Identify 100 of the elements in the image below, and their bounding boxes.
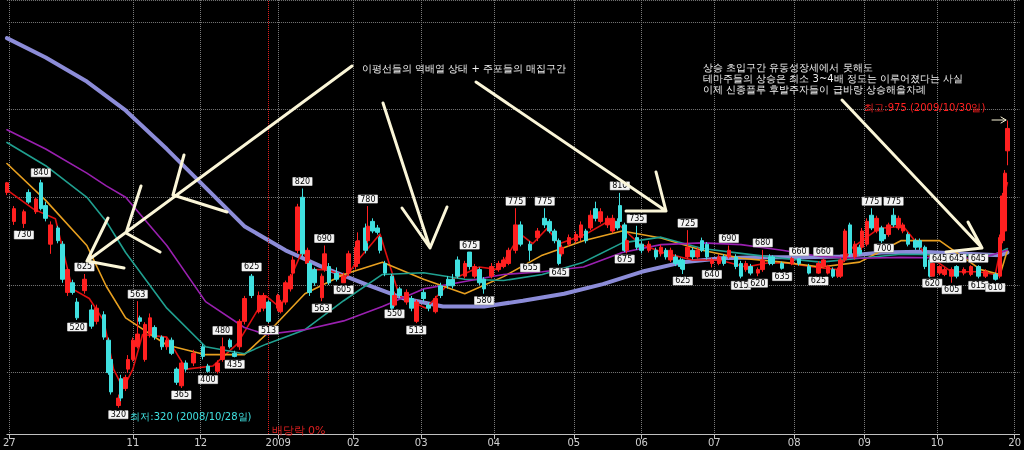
annotation: 최저:320 (2008/10/28일) xyxy=(130,411,252,423)
candlestick xyxy=(378,235,382,254)
annotation: 820 xyxy=(294,177,311,187)
candlestick xyxy=(472,263,477,279)
candlestick xyxy=(535,227,540,242)
candlestick xyxy=(685,229,690,260)
candlestick xyxy=(433,295,438,314)
x-tick-label: 27 xyxy=(2,436,16,448)
candlestick xyxy=(228,337,232,350)
annotation: 700 xyxy=(876,243,892,253)
annotation: 625 xyxy=(810,276,827,286)
candlestick xyxy=(962,266,966,276)
annotation: 513 xyxy=(260,325,277,335)
candlestick xyxy=(215,359,220,374)
candlestick xyxy=(334,266,339,282)
x-tick-label: 08 xyxy=(787,436,801,448)
annotation: 775 xyxy=(864,196,880,206)
candlestick xyxy=(414,299,419,324)
annotation: 625 xyxy=(243,262,260,272)
candlestick xyxy=(727,244,731,260)
candlestick xyxy=(75,297,79,321)
annotation: 400 xyxy=(200,375,216,385)
candlestick xyxy=(300,188,305,257)
candlestick xyxy=(625,237,629,254)
candlestick xyxy=(969,264,973,277)
annotation: 이평선들의 역배열 상태 + 주포들의 매집구간 xyxy=(362,63,567,74)
x-tick-label: 07 xyxy=(707,436,721,448)
annotation: 435 xyxy=(227,359,243,369)
annotation: 615 xyxy=(733,280,749,290)
candlestick xyxy=(404,288,409,306)
annotation: 580 xyxy=(476,296,492,306)
candlestick xyxy=(179,359,184,389)
annotation: 상승 초입구간 유동성장세에서 못해도 테마주들의 상승은 최소 3~4배 정도는 이루어졌다는 사실 이제 신종플루 후발주자들이 급바랑 상승해올차례 xyxy=(703,62,964,95)
ref-line-label: 배당락 0% xyxy=(271,424,326,437)
annotation: 605 xyxy=(336,285,352,295)
candlestick xyxy=(60,240,65,284)
annotation: 563 xyxy=(314,303,330,313)
candlestick xyxy=(654,247,658,261)
candlestick xyxy=(748,263,753,276)
candlestick xyxy=(152,324,157,341)
annotation: 690 xyxy=(316,233,332,243)
candlestick xyxy=(664,247,668,261)
candlestick xyxy=(70,279,75,296)
candlestick xyxy=(518,220,523,247)
candlestick xyxy=(891,207,896,228)
candlestick xyxy=(831,266,835,279)
annotation: 675 xyxy=(617,254,633,264)
candlestick xyxy=(169,337,174,356)
annotation: 625 xyxy=(675,276,691,286)
candlestick xyxy=(102,310,106,341)
candlestick xyxy=(993,272,998,282)
annotation: 730 xyxy=(16,230,32,240)
annotation: 620 xyxy=(750,278,766,288)
annotation: 320 xyxy=(110,410,126,420)
candlestick xyxy=(327,262,331,286)
annotation: 563 xyxy=(130,289,146,299)
annotation: 635 xyxy=(774,272,790,282)
candlestick xyxy=(463,260,467,279)
annotation: 780 xyxy=(360,194,376,204)
candlestick xyxy=(797,258,801,267)
candlestick xyxy=(5,181,9,196)
annotation: 640 xyxy=(704,269,720,279)
candlestick xyxy=(659,244,663,257)
candlestick xyxy=(874,215,879,234)
candlestick xyxy=(48,220,53,255)
x-tick-label: 04 xyxy=(487,436,501,448)
annotation: 513 xyxy=(408,325,424,335)
candlestick xyxy=(295,203,300,254)
candlestick xyxy=(201,343,205,360)
candlestick xyxy=(584,228,588,244)
candlestick xyxy=(886,222,891,238)
candlestick xyxy=(722,253,726,267)
candlestick xyxy=(12,205,16,226)
candlestick xyxy=(695,246,700,260)
candlestick xyxy=(220,337,225,363)
annotation: 최고:975 (2009/10/30일) xyxy=(864,102,986,114)
annotation: 645 xyxy=(551,267,567,277)
annotation: 775 xyxy=(885,196,902,206)
candlestick xyxy=(383,260,387,277)
annotation: 775 xyxy=(508,196,524,206)
candlestick xyxy=(869,207,874,231)
candlestick xyxy=(94,304,99,325)
x-tick-label: 12 xyxy=(194,436,208,448)
x-tick-label: 03 xyxy=(414,436,428,448)
candlestick xyxy=(438,282,443,299)
candlestick xyxy=(760,249,765,273)
candlestick xyxy=(528,240,532,262)
candlestick xyxy=(165,337,169,351)
annotation: 775 xyxy=(537,196,553,206)
candlestick xyxy=(567,234,571,247)
candlestick xyxy=(346,250,351,277)
candlestick xyxy=(954,264,959,279)
candlestick xyxy=(56,225,60,244)
candlestick xyxy=(983,268,988,279)
annotation: 645 xyxy=(948,253,965,263)
candlestick xyxy=(266,299,271,324)
candlestick xyxy=(89,304,94,330)
candlestick xyxy=(559,244,564,257)
candlestick xyxy=(421,288,426,303)
candlestick xyxy=(790,256,794,266)
